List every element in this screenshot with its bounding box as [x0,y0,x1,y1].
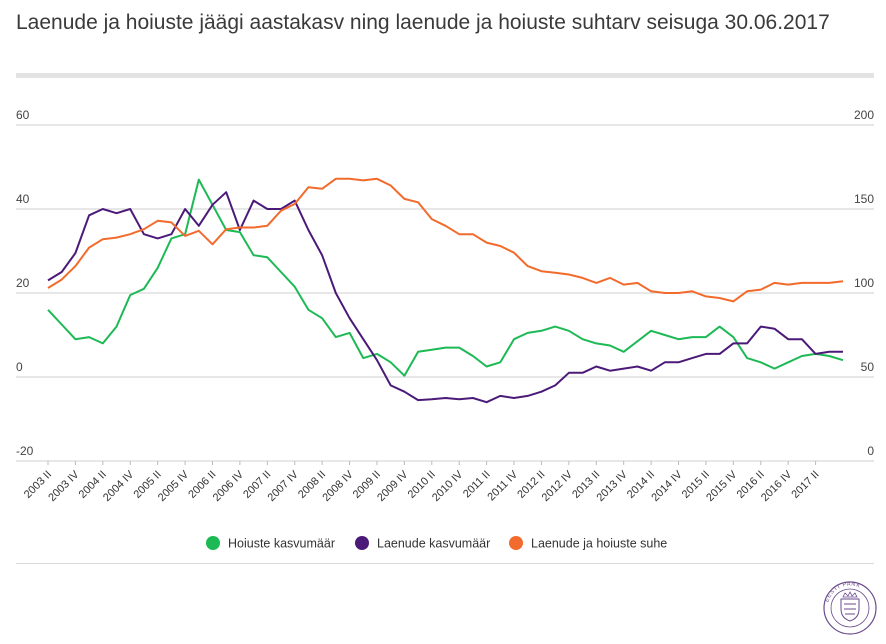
left-tick-label: 0 [16,360,23,374]
x-tick-label: 2010 IV [430,468,466,504]
legend-label: Hoiuste kasvumäär [228,537,335,551]
legend-item[interactable]: Laenude kasvumäär [355,536,490,551]
right-axis-ticks: 0 50 100 150 200 [854,108,874,458]
page-title: Laenude ja hoiuste jäägi aastakasv ning … [16,11,830,34]
right-tick-label: 100 [854,276,874,290]
legend-item[interactable]: Hoiuste kasvumäär [206,536,335,551]
x-tick-label: 2008 IV [320,468,356,504]
x-tick-label: 2006 IV [211,468,247,504]
legend-marker [206,536,220,550]
x-tick-label: 2009 IV [375,468,411,504]
legend-item[interactable]: Laenude ja hoiuste suhe [509,536,667,551]
legend-label: Laenude ja hoiuste suhe [531,537,667,551]
legend[interactable]: Hoiuste kasvumäär Laenude kasvumäär Laenud… [206,536,667,551]
x-tick-label: 2012 IV [540,468,576,504]
series-lines [47,177,844,404]
x-tick-label: 2011 IV [485,468,520,503]
grid-lines [16,124,874,462]
left-tick-label: 60 [16,108,30,122]
left-tick-label: 20 [16,276,30,290]
x-tick-label: 2016 IV [759,468,795,504]
series-line [47,191,843,404]
x-tick-label: 2007 IV [266,468,302,504]
right-tick-label: 200 [854,108,874,122]
x-tick-label: 2005 IV [156,468,192,504]
legend-marker [509,536,523,550]
x-tick-label: 2017 II [789,469,821,501]
right-tick-label: 50 [861,360,875,374]
left-tick-label: -20 [16,444,34,458]
x-tick-label: 2015 IV [704,468,740,504]
series-line [47,178,844,377]
seal-text: EESTI PANK [824,581,861,603]
right-tick-label: 0 [867,444,874,458]
x-tick-label: 2004 IV [101,468,137,504]
left-tick-label: 40 [16,192,30,206]
footer-divider [16,563,874,564]
x-tick-label: 2013 IV [595,468,631,504]
x-tick-label: 2003 IV [46,468,82,504]
title-divider [16,73,874,78]
legend-label: Laenude kasvumäär [377,537,490,551]
svg-text:EESTI PANK: EESTI PANK [824,581,861,603]
x-tick-label: 2014 IV [649,468,685,504]
series-line [47,177,844,303]
left-axis-ticks: -20 0 20 40 60 [16,108,34,458]
right-tick-label: 150 [854,192,874,206]
eesti-pank-seal-icon: EESTI PANK [823,581,877,635]
legend-marker [355,536,369,550]
